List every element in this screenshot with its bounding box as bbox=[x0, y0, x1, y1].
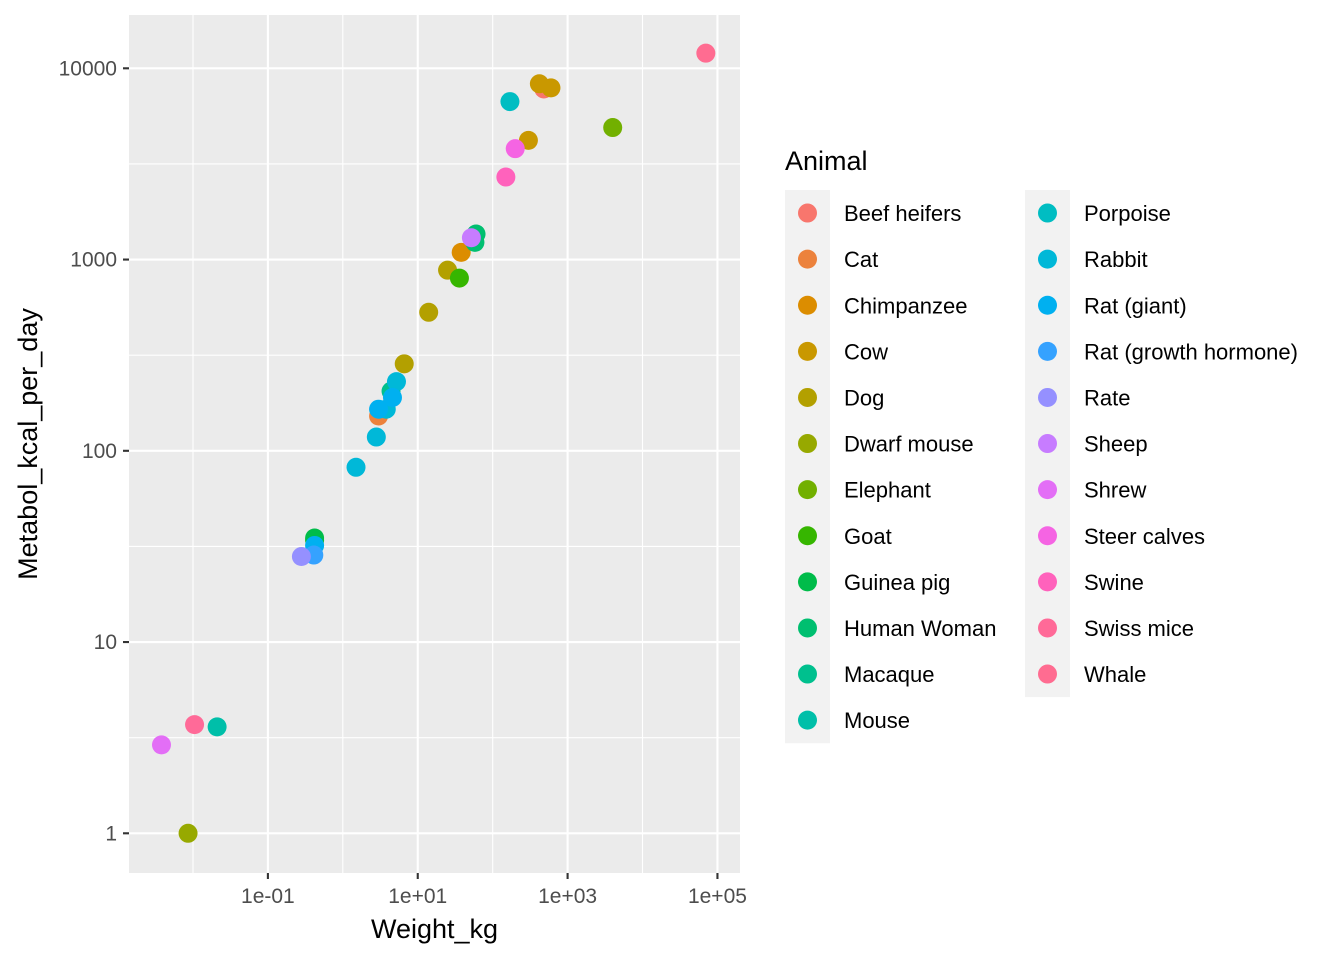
data-point bbox=[369, 399, 389, 419]
legend-label: Human Woman bbox=[844, 616, 996, 641]
legend-label: Cat bbox=[844, 247, 878, 272]
data-point bbox=[386, 372, 406, 392]
y-tick-label: 100 bbox=[82, 440, 117, 463]
x-axis: 1e-01 1e+01 1e+03 1e+05 bbox=[241, 873, 747, 908]
legend-key bbox=[1038, 387, 1057, 407]
legend-key bbox=[798, 295, 817, 315]
legend-key bbox=[1038, 526, 1057, 546]
data-point bbox=[603, 118, 623, 138]
data-point bbox=[419, 302, 439, 322]
plot-panel bbox=[129, 15, 740, 873]
legend-label: Swine bbox=[1084, 570, 1144, 595]
legend-key bbox=[1038, 341, 1057, 361]
legend-label: Chimpanzee bbox=[844, 293, 968, 318]
legend-label: Shrew bbox=[1084, 478, 1146, 503]
legend: Animal Beef heifers Cat Chimpanzee Cow Dog Dw… bbox=[785, 146, 1298, 744]
y-tick-label: 1000 bbox=[70, 249, 117, 272]
data-point bbox=[207, 717, 227, 737]
legend-label: Mouse bbox=[844, 708, 910, 733]
minor-gridlines bbox=[129, 15, 740, 873]
data-point bbox=[500, 92, 520, 112]
legend-label: Whale bbox=[1084, 662, 1146, 687]
major-gridlines bbox=[129, 15, 740, 873]
legend-key bbox=[798, 618, 817, 638]
x-tick-label: 1e+05 bbox=[688, 885, 747, 908]
legend-key bbox=[798, 341, 817, 361]
y-tick-label: 10 bbox=[94, 631, 117, 654]
legend-label: Swiss mice bbox=[1084, 616, 1194, 641]
legend-key bbox=[1038, 480, 1057, 500]
legend-key bbox=[1038, 618, 1057, 638]
legend-key bbox=[798, 664, 817, 684]
data-point bbox=[382, 387, 402, 407]
data-point bbox=[505, 139, 525, 159]
data-points bbox=[151, 43, 716, 843]
legend-key bbox=[1038, 572, 1057, 592]
legend-title: Animal bbox=[785, 146, 868, 176]
legend-items: Beef heifers Cat Chimpanzee Cow Dog Dwarf mou… bbox=[785, 190, 1298, 744]
data-point bbox=[151, 735, 171, 755]
legend-label: Macaque bbox=[844, 662, 935, 687]
data-point bbox=[449, 268, 469, 288]
legend-label: Goat bbox=[844, 524, 892, 549]
data-point bbox=[451, 242, 471, 262]
x-tick-label: 1e+03 bbox=[538, 885, 597, 908]
legend-label: Steer calves bbox=[1084, 524, 1205, 549]
data-point bbox=[541, 78, 561, 98]
legend-label: Beef heifers bbox=[844, 201, 961, 226]
legend-label: Dwarf mouse bbox=[844, 432, 974, 457]
legend-key bbox=[1038, 295, 1057, 315]
legend-key-background bbox=[785, 190, 830, 744]
data-point bbox=[394, 354, 414, 374]
x-tick-label: 1e-01 bbox=[241, 885, 295, 908]
legend-key bbox=[1038, 434, 1057, 454]
legend-key bbox=[798, 249, 817, 269]
x-axis-title: Weight_kg bbox=[371, 914, 498, 944]
legend-label: Elephant bbox=[844, 478, 931, 503]
legend-key bbox=[798, 480, 817, 500]
data-point bbox=[461, 228, 481, 248]
legend-key bbox=[798, 387, 817, 407]
y-tick-label: 1 bbox=[105, 822, 117, 845]
data-point bbox=[178, 823, 198, 843]
legend-key bbox=[798, 710, 817, 730]
legend-key bbox=[1038, 203, 1057, 223]
y-tick-label: 10000 bbox=[59, 57, 117, 80]
data-point bbox=[291, 547, 311, 567]
x-tick-label: 1e+01 bbox=[388, 885, 447, 908]
legend-label: Sheep bbox=[1084, 432, 1148, 457]
legend-label: Cow bbox=[844, 339, 888, 364]
legend-label: Rat (giant) bbox=[1084, 293, 1187, 318]
data-point bbox=[185, 715, 205, 735]
legend-label: Rate bbox=[1084, 385, 1130, 410]
legend-label: Dog bbox=[844, 385, 884, 410]
legend-key bbox=[798, 434, 817, 454]
data-point bbox=[696, 43, 716, 63]
legend-label: Guinea pig bbox=[844, 570, 950, 595]
legend-key bbox=[798, 526, 817, 546]
y-axis-title: Metabol_kcal_per_day bbox=[13, 308, 43, 580]
legend-label: Rat (growth hormone) bbox=[1084, 339, 1298, 364]
data-point bbox=[346, 457, 366, 477]
legend-key bbox=[798, 203, 817, 223]
y-axis: 1 10 100 1000 10000 bbox=[59, 57, 129, 845]
data-point bbox=[496, 167, 516, 187]
legend-key bbox=[798, 572, 817, 592]
legend-key bbox=[1038, 249, 1057, 269]
legend-key bbox=[1038, 664, 1057, 684]
legend-label: Porpoise bbox=[1084, 201, 1171, 226]
data-point bbox=[366, 427, 386, 447]
legend-label: Rabbit bbox=[1084, 247, 1148, 272]
